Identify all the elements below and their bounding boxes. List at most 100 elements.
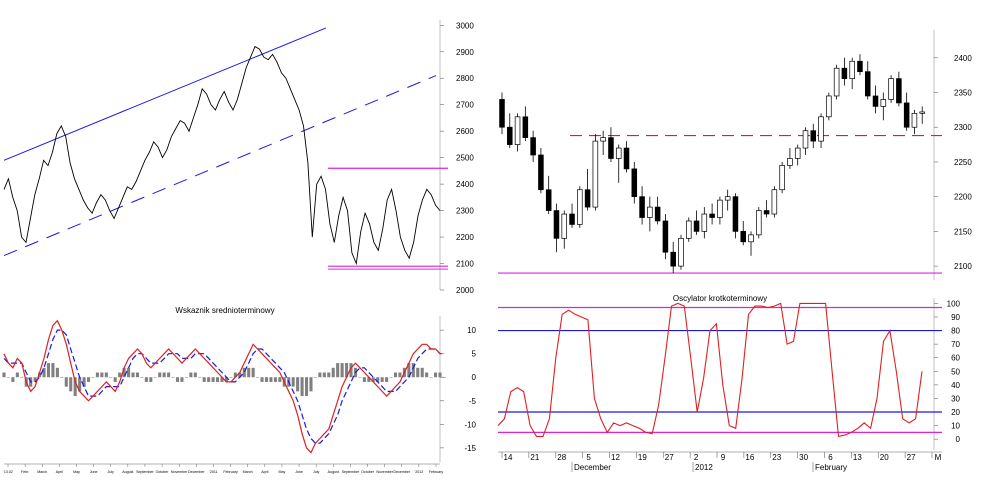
y-tick-label: 5 [472, 350, 477, 359]
histogram-bar [389, 377, 393, 378]
candle-body [615, 147, 622, 159]
histogram-bar [64, 377, 68, 387]
candle-body [647, 206, 653, 218]
y-tick-label: -15 [464, 444, 476, 453]
candle-body [514, 116, 521, 145]
x-tick-label: May [279, 470, 286, 474]
histogram-bar [371, 377, 375, 382]
histogram-bar [135, 372, 140, 378]
y-tick-label: 2100 [954, 262, 972, 271]
x-tick-label: February [429, 470, 444, 474]
candle-body [888, 78, 894, 100]
signal-line [3, 329, 445, 444]
candle-body [779, 165, 785, 191]
histogram-bar [327, 372, 331, 378]
x-tick-label: 12 [611, 453, 620, 462]
candle-body [530, 137, 536, 156]
candle-body [919, 111, 925, 114]
price-series-line [3, 45, 441, 266]
short-term-oscillator-title: Oscylator krotkoterminowy [673, 294, 767, 303]
histogram-bar [380, 377, 384, 382]
x-tick-label: 9 [721, 453, 726, 462]
histogram-bar [193, 372, 197, 378]
x-tick-label: May [73, 470, 80, 474]
x-tick-label: 27 [665, 453, 674, 462]
histogram-bar [104, 372, 108, 378]
x-tick-label: March [37, 470, 47, 474]
x-tick-label: 20 [880, 453, 889, 462]
x-tick-label: 23 [772, 453, 781, 462]
histogram-bar [331, 367, 335, 378]
histogram-bar [238, 372, 242, 378]
histogram-bar [296, 377, 300, 392]
y-tick-label: -5 [469, 397, 477, 406]
histogram-bar [367, 377, 371, 382]
x-tick-label: September [136, 470, 154, 474]
histogram-bar [300, 377, 304, 397]
histogram-bar [33, 377, 37, 382]
x-tick-label: November [376, 470, 393, 474]
candle-body [841, 67, 848, 79]
y-tick-label: 20 [951, 408, 960, 417]
y-tick-label: 3000 [456, 21, 474, 30]
y-tick-label: 70 [951, 340, 960, 349]
histogram-bar [256, 377, 260, 378]
y-tick-label: 80 [951, 327, 960, 336]
y-tick-label: 10 [951, 422, 960, 431]
histogram-bar [211, 377, 215, 382]
oscillator-line [3, 319, 441, 454]
y-tick-label: 2000 [456, 286, 474, 295]
y-tick-label: 2900 [456, 48, 474, 57]
histogram-bar [2, 372, 6, 378]
histogram-bar [385, 377, 389, 382]
x-tick-label: 16 [745, 453, 754, 462]
histogram-bar [15, 372, 19, 378]
candle-body [545, 189, 552, 211]
histogram-bar [109, 377, 113, 378]
candle-body [833, 67, 840, 97]
histogram-bar [429, 377, 433, 378]
histogram-bar [162, 372, 166, 378]
histogram-bar [131, 372, 135, 378]
candle-body [787, 158, 793, 166]
candle-body [561, 213, 568, 239]
histogram-bar [318, 372, 322, 378]
x-month-label: February [815, 463, 847, 472]
histogram-bar [336, 363, 340, 378]
histogram-bar [322, 372, 326, 378]
y-tick-label: 2400 [456, 180, 474, 189]
x-tick-label: April [56, 470, 63, 474]
candle-body [577, 189, 583, 225]
x-tick-label: 28 [557, 453, 566, 462]
y-tick-label: 0 [472, 373, 477, 382]
candle-body [740, 231, 746, 243]
y-tick-label: -10 [464, 420, 476, 429]
histogram-bar [38, 372, 42, 378]
candle-body [717, 199, 723, 218]
histogram-bar [434, 372, 438, 378]
histogram-bar [144, 377, 148, 382]
candle-body [709, 213, 715, 218]
histogram-bar [46, 363, 51, 378]
y-tick-label: 2700 [456, 101, 474, 110]
y-tick-label: 2250 [954, 158, 972, 167]
histogram-bar [309, 377, 313, 392]
candle-body [826, 95, 832, 118]
x-tick-label: 27 [907, 453, 916, 462]
x-tick-label: March [243, 470, 253, 474]
histogram-bar [216, 377, 220, 382]
histogram-bar [149, 377, 153, 382]
candle-body [810, 130, 817, 142]
y-tick-label: 10 [467, 326, 476, 335]
medium-term-indicator-panel: Wskaznik srednioterminowy -15 -10 -5 0 5 10 '1… [2, 306, 477, 474]
x-tick-label: '2012 [415, 470, 424, 474]
y-tick-label: 2300 [456, 207, 474, 216]
candle-body [794, 147, 801, 159]
candle-body [724, 196, 731, 201]
histogram-bar [407, 363, 411, 378]
histogram-bar [251, 367, 255, 378]
candle-body [701, 213, 708, 232]
candle-body [771, 189, 778, 215]
candle-body [756, 210, 762, 236]
candle-body [903, 102, 910, 128]
